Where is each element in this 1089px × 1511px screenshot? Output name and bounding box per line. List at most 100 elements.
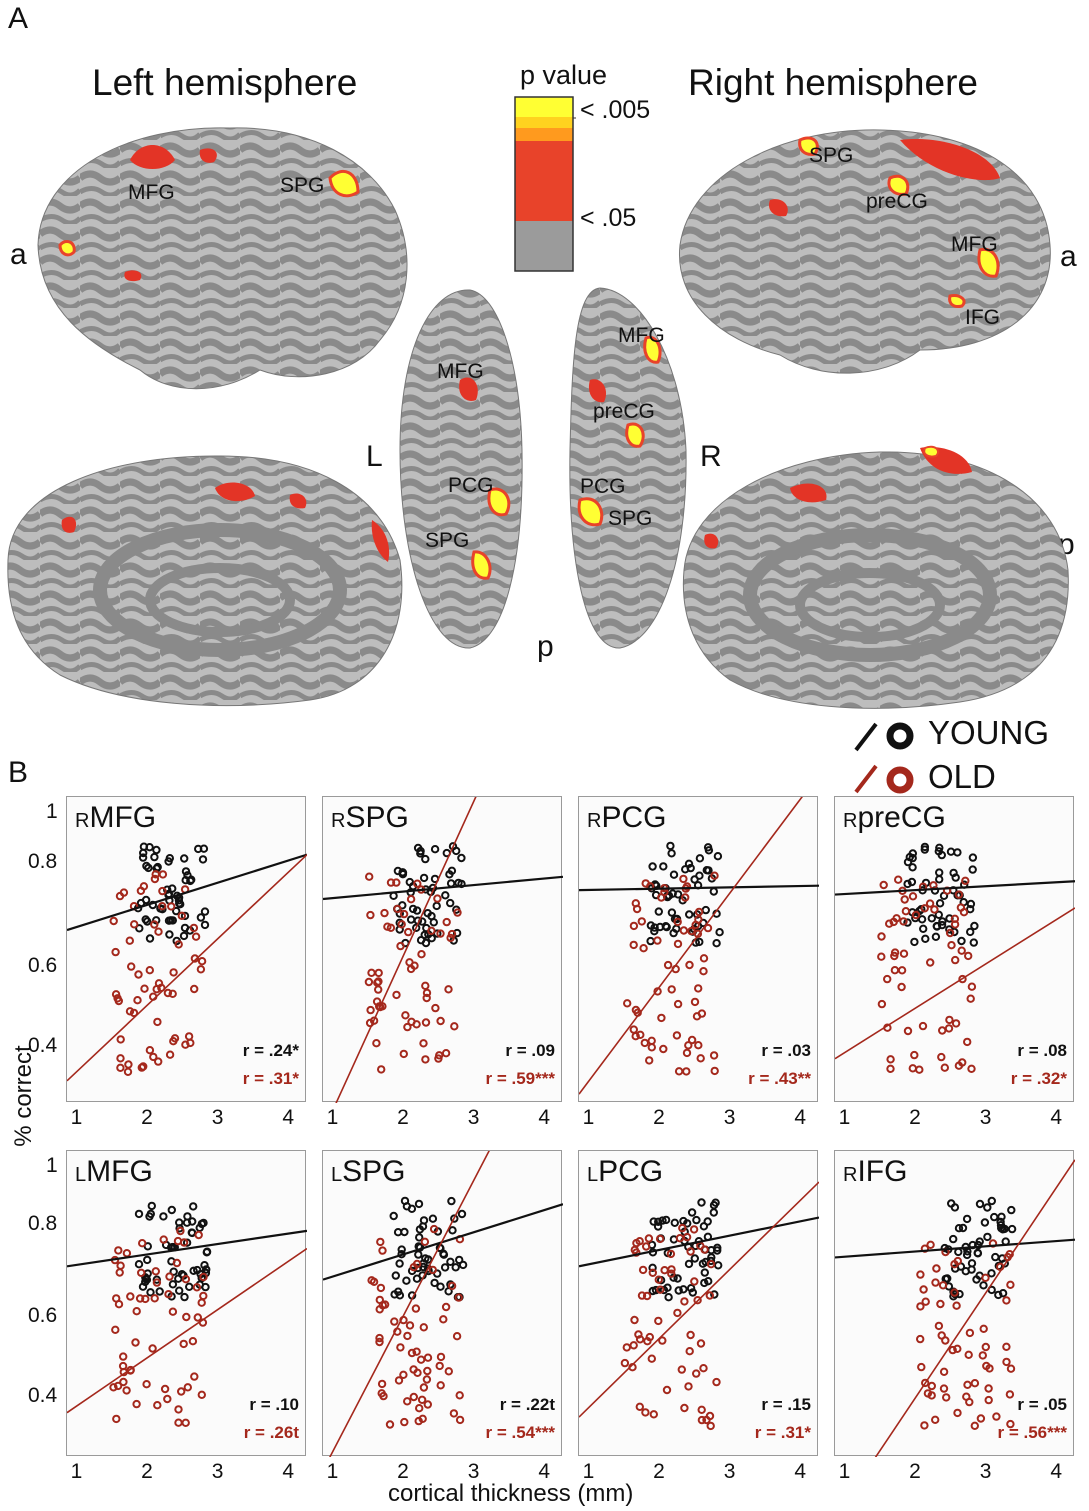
young-point [650, 923, 659, 932]
old-point [433, 894, 442, 903]
old-point [122, 1386, 131, 1395]
young-point [704, 866, 713, 875]
old-point [684, 1041, 693, 1050]
old-point [699, 1364, 708, 1373]
old-point [124, 1060, 133, 1069]
old-point [421, 981, 430, 991]
old-point [183, 1383, 193, 1392]
old-point [172, 1258, 182, 1268]
young-point [938, 917, 947, 926]
old-point [964, 1350, 973, 1360]
young-point [138, 853, 148, 862]
young-point [142, 861, 151, 871]
x-tick-label: 4 [538, 1106, 551, 1129]
young-point [667, 908, 677, 917]
young-point [135, 924, 144, 933]
old-point [921, 1378, 930, 1388]
old-point [689, 1225, 699, 1234]
x-tick-label: 2 [141, 1460, 153, 1483]
scatter-plot-rmfg: RMFG r = .24* r = .31* [66, 796, 307, 1102]
old-point [643, 1337, 652, 1346]
young-point [703, 1217, 712, 1226]
old-point [154, 1057, 163, 1066]
old-regression-line [579, 797, 803, 1095]
ytick-row2-08: 0.8 [28, 1212, 58, 1235]
old-point [375, 1337, 384, 1347]
old-point [877, 952, 886, 961]
right-anterior-label: a [1060, 240, 1077, 273]
old-point [114, 1300, 124, 1309]
plot-title: RPCG [587, 801, 666, 835]
young-r-label: r = .03 [761, 1041, 811, 1060]
old-point [656, 1285, 665, 1294]
old-point [131, 1338, 140, 1347]
old-point [696, 1241, 705, 1251]
group-legend-symbols [854, 722, 914, 794]
young-regression-line [835, 1238, 1075, 1259]
young-marker-swatch [886, 722, 914, 750]
x-tick-label: 3 [979, 1106, 992, 1129]
young-point [193, 1265, 202, 1275]
scatter-plot-lpcg: LPCG r = .15 r = .31* [578, 1150, 819, 1456]
plot-title-hemisphere: L [587, 1164, 599, 1186]
young-point [439, 1250, 449, 1259]
old-point [137, 1268, 146, 1278]
plot-title-region: MFG [89, 801, 157, 834]
old-point [931, 1278, 940, 1287]
old-point [374, 968, 383, 978]
old-point [673, 1308, 682, 1318]
old-point [897, 966, 907, 975]
old-point [911, 910, 921, 920]
young-point [165, 930, 174, 939]
young-point [685, 910, 694, 919]
young-point [969, 938, 979, 947]
old-point [191, 932, 201, 941]
x-tick-label: 2 [141, 1106, 153, 1129]
old-point [640, 1038, 650, 1048]
young-point [908, 853, 917, 863]
young-point [194, 844, 203, 854]
old-point [948, 1345, 957, 1355]
old-point [406, 895, 416, 904]
old-point [945, 928, 955, 938]
old-point [403, 1022, 412, 1032]
old-point [126, 1366, 135, 1375]
young-r-label: r = .08 [1017, 1041, 1067, 1060]
young-point [991, 1252, 1000, 1262]
young-point [962, 1214, 972, 1224]
old-point [405, 958, 414, 967]
young-point [648, 1263, 657, 1273]
old-point [429, 1224, 439, 1234]
old-point [412, 1020, 421, 1029]
young-point [669, 870, 679, 879]
old-point [153, 1017, 162, 1027]
young-point [429, 918, 439, 927]
old-point [916, 1270, 925, 1279]
old-marker-swatch [886, 766, 914, 794]
young-point [448, 1226, 457, 1235]
old-point [416, 1355, 426, 1364]
old-point [900, 895, 909, 904]
young-point [175, 1286, 184, 1295]
young-point [679, 1216, 688, 1226]
young-point [172, 906, 181, 916]
old-point [132, 1399, 141, 1409]
old-point [129, 1008, 139, 1018]
young-point [165, 854, 175, 863]
old-point [158, 870, 168, 879]
old-point [644, 1234, 654, 1243]
young-point [430, 845, 440, 854]
young-point [159, 1212, 168, 1221]
x-tick-label: 3 [723, 1106, 736, 1129]
scatter-plot-lmfg: LMFG r = .10 r = .26t [66, 1150, 307, 1456]
old-point [673, 939, 683, 949]
young-point [931, 932, 941, 942]
young-point [908, 863, 917, 872]
old-point [177, 911, 187, 921]
old-point [164, 1290, 173, 1299]
old-point [637, 1291, 647, 1300]
young-point [167, 1205, 177, 1215]
young-point [152, 845, 161, 855]
dorsal-posterior-label: p [537, 630, 554, 663]
old-point [930, 905, 939, 914]
